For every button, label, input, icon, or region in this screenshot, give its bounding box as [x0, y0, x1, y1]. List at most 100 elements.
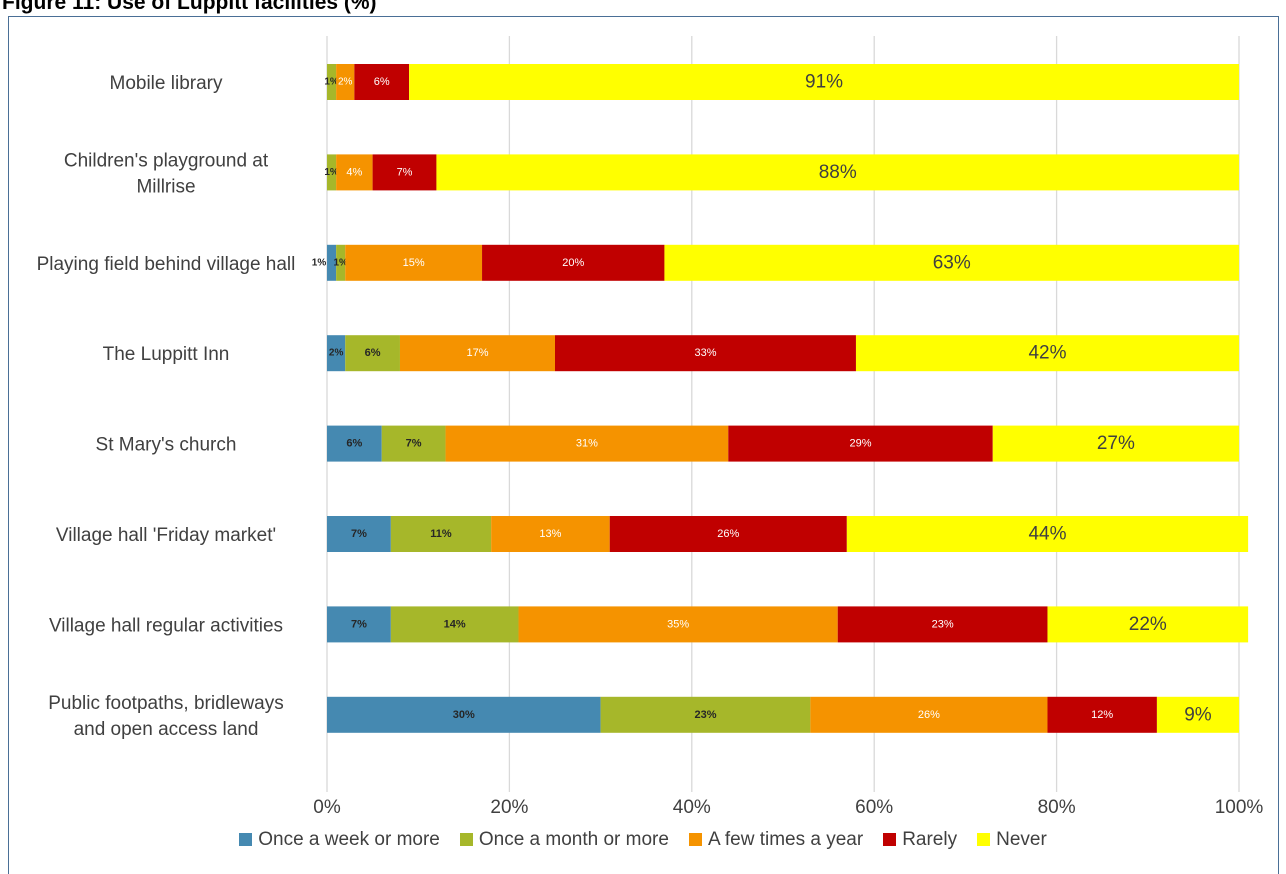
data-label-rarely-village-hall-regular-activities: 23% [932, 618, 954, 630]
data-label-never-village-hall-regular-activities: 22% [1129, 614, 1167, 635]
legend-item-once-a-week-or-more: Once a week or more [239, 829, 440, 851]
bar-once-a-week-or-more-village-hall-regular-activities [327, 606, 391, 643]
figure-title: Figure 11: Use of Luppitt facilities (%) [0, 0, 1286, 20]
bar-rarely-public-footpaths-bridleways-and-open-access-land [1047, 696, 1157, 733]
data-label-a-few-times-a-year-the-luppitt-inn: 17% [466, 347, 488, 359]
bar-rarely-village-hall-friday-market [609, 516, 847, 552]
legend-label: A few times a year [707, 829, 864, 850]
data-label-rarely-st-mary-s-church: 29% [850, 438, 872, 450]
x-tick-label: 40% [673, 797, 711, 818]
bar-once-a-week-or-more-public-footpaths-bridleways-and-open-access-land [327, 696, 601, 733]
bar-once-a-month-or-more-children-s-playground-at-millrise [327, 154, 337, 191]
bar-once-a-week-or-more-playing-field-behind-village-hall [327, 244, 337, 281]
chart-legend: Once a week or more Once a month or more A… [0, 829, 1286, 851]
bar-a-few-times-a-year-mobile-library [336, 64, 355, 100]
category-label-st-mary-s-church: St Mary's church [96, 435, 237, 456]
category-label-village-hall-regular-activities: Village hall regular activities [49, 615, 283, 636]
figure-title-text: Figure 11: Use of Luppitt facilities (%) [2, 0, 377, 14]
data-label-a-few-times-a-year-mobile-library: 2% [338, 77, 353, 88]
data-label-a-few-times-a-year-village-hall-friday-market: 13% [539, 528, 561, 540]
bar-once-a-month-or-more-mobile-library [327, 64, 337, 100]
data-label-once-a-week-or-more-village-hall-regular-activities: 7% [351, 618, 367, 630]
data-label-rarely-public-footpaths-bridleways-and-open-access-land: 12% [1091, 709, 1113, 721]
data-label-once-a-month-or-more-village-hall-friday-market: 11% [430, 528, 452, 540]
data-label-once-a-week-or-more-the-luppitt-inn: 2% [329, 348, 344, 359]
category-label-mobile-library: Mobile library [110, 73, 223, 94]
data-label-once-a-month-or-more-the-luppitt-inn: 6% [365, 347, 381, 359]
x-tick-label: 80% [1038, 797, 1076, 818]
bar-once-a-week-or-more-st-mary-s-church [327, 425, 382, 462]
category-label-public-footpaths-bridleways-and-open-access-land: Public footpaths, bridleways and open acc… [48, 693, 284, 740]
data-label-a-few-times-a-year-public-footpaths-bridleways-and-open-access-land: 26% [918, 709, 940, 721]
bar-once-a-month-or-more-playing-field-behind-village-hall [336, 244, 346, 281]
legend-label: Never [996, 829, 1047, 850]
data-label-rarely-village-hall-friday-market: 26% [717, 528, 739, 540]
category-label-playing-field-behind-village-hall: Playing field behind village hall [37, 254, 296, 275]
bar-never-village-hall-friday-market [846, 516, 1249, 552]
legend-swatch [883, 833, 897, 846]
x-tick-label: 60% [855, 797, 893, 818]
bar-a-few-times-a-year-children-s-playground-at-millrise [336, 154, 373, 191]
legend-label: Rarely [902, 829, 958, 850]
data-label-rarely-children-s-playground-at-millrise: 7% [397, 166, 413, 178]
data-label-a-few-times-a-year-st-mary-s-church: 31% [576, 438, 598, 450]
gridlines [326, 36, 1240, 792]
bar-rarely-st-mary-s-church [728, 425, 993, 462]
data-label-once-a-month-or-more-st-mary-s-church: 7% [406, 438, 422, 450]
data-label-never-mobile-library: 91% [805, 72, 843, 93]
bar-a-few-times-a-year-the-luppitt-inn [399, 335, 555, 372]
data-label-once-a-month-or-more-children-s-playground-at-millrise: 1% [324, 167, 339, 178]
bar-once-a-month-or-more-village-hall-regular-activities [390, 606, 519, 643]
category-label-village-hall-friday-market: Village hall 'Friday market' [56, 525, 276, 546]
bar-a-few-times-a-year-village-hall-regular-activities [518, 606, 838, 643]
bar-a-few-times-a-year-public-footpaths-bridleways-and-open-access-land [810, 696, 1048, 733]
data-label-once-a-month-or-more-village-hall-regular-activities: 14% [444, 618, 466, 630]
data-label-once-a-week-or-more-public-footpaths-bridleways-and-open-access-land: 30% [453, 709, 475, 721]
category-label-children-s-playground-at-millrise: Children's playground at Millrise [64, 150, 269, 197]
bar-once-a-month-or-more-public-footpaths-bridleways-and-open-access-land [600, 696, 811, 733]
legend-item-once-a-month-or-more: Once a month or more [459, 829, 669, 851]
data-label-once-a-month-or-more-public-footpaths-bridleways-and-open-access-land: 23% [694, 709, 716, 721]
legend-item-never: Never [977, 829, 1047, 851]
legend-label: Once a week or more [258, 829, 440, 850]
legend-swatch [239, 833, 253, 846]
x-axis-tick-labels: 0% 20% 40% 60% 80% 100% [313, 797, 1263, 818]
bar-never-playing-field-behind-village-hall [664, 244, 1239, 281]
x-tick-label: 100% [1215, 797, 1264, 818]
bar-never-mobile-library [409, 64, 1240, 100]
bar-rarely-mobile-library [354, 64, 410, 100]
x-tick-label: 20% [490, 797, 528, 818]
bar-a-few-times-a-year-village-hall-friday-market [491, 516, 610, 552]
data-label-rarely-playing-field-behind-village-hall: 20% [562, 257, 584, 269]
bar-never-village-hall-regular-activities [1047, 606, 1249, 643]
data-label-never-village-hall-friday-market: 44% [1028, 524, 1066, 545]
bar-series: 1% 2% 6% 91%1% 4% 7% 88%1% 1% 15% 20% 63%2% 6% 17% 33… [312, 64, 1249, 733]
data-label-never-playing-field-behind-village-hall: 63% [933, 252, 971, 273]
bar-rarely-the-luppitt-inn [555, 335, 856, 372]
bar-once-a-month-or-more-the-luppitt-inn [345, 335, 400, 372]
bar-never-the-luppitt-inn [855, 335, 1239, 372]
category-label-the-luppitt-inn: The Luppitt Inn [103, 344, 230, 365]
data-label-never-st-mary-s-church: 27% [1097, 433, 1135, 454]
bar-once-a-month-or-more-village-hall-friday-market [390, 516, 492, 552]
legend-item-a-few-times-a-year: A few times a year [688, 829, 864, 851]
bar-once-a-week-or-more-the-luppitt-inn [327, 335, 346, 372]
legend-label: Once a month or more [478, 829, 669, 850]
bar-rarely-children-s-playground-at-millrise [372, 154, 437, 191]
data-label-a-few-times-a-year-playing-field-behind-village-hall: 15% [403, 257, 425, 269]
legend-item-rarely: Rarely [883, 829, 957, 851]
data-label-a-few-times-a-year-children-s-playground-at-millrise: 4% [346, 166, 362, 178]
bar-once-a-week-or-more-village-hall-friday-market [327, 516, 391, 552]
data-label-a-few-times-a-year-village-hall-regular-activities: 35% [667, 618, 689, 630]
bar-a-few-times-a-year-st-mary-s-church [445, 425, 729, 462]
bar-once-a-month-or-more-st-mary-s-church [381, 425, 446, 462]
data-label-never-public-footpaths-bridleways-and-open-access-land: 9% [1184, 704, 1212, 725]
bar-never-public-footpaths-bridleways-and-open-access-land [1156, 696, 1239, 733]
data-label-rarely-mobile-library: 6% [374, 76, 390, 88]
data-label-never-children-s-playground-at-millrise: 88% [819, 162, 857, 183]
bar-rarely-village-hall-regular-activities [837, 606, 1048, 643]
data-label-once-a-week-or-more-st-mary-s-church: 6% [346, 438, 362, 450]
bar-never-children-s-playground-at-millrise [436, 154, 1239, 191]
data-label-once-a-month-or-more-mobile-library: 1% [324, 77, 339, 88]
data-label-once-a-week-or-more-playing-field-behind-village-hall: 1% [312, 257, 327, 268]
